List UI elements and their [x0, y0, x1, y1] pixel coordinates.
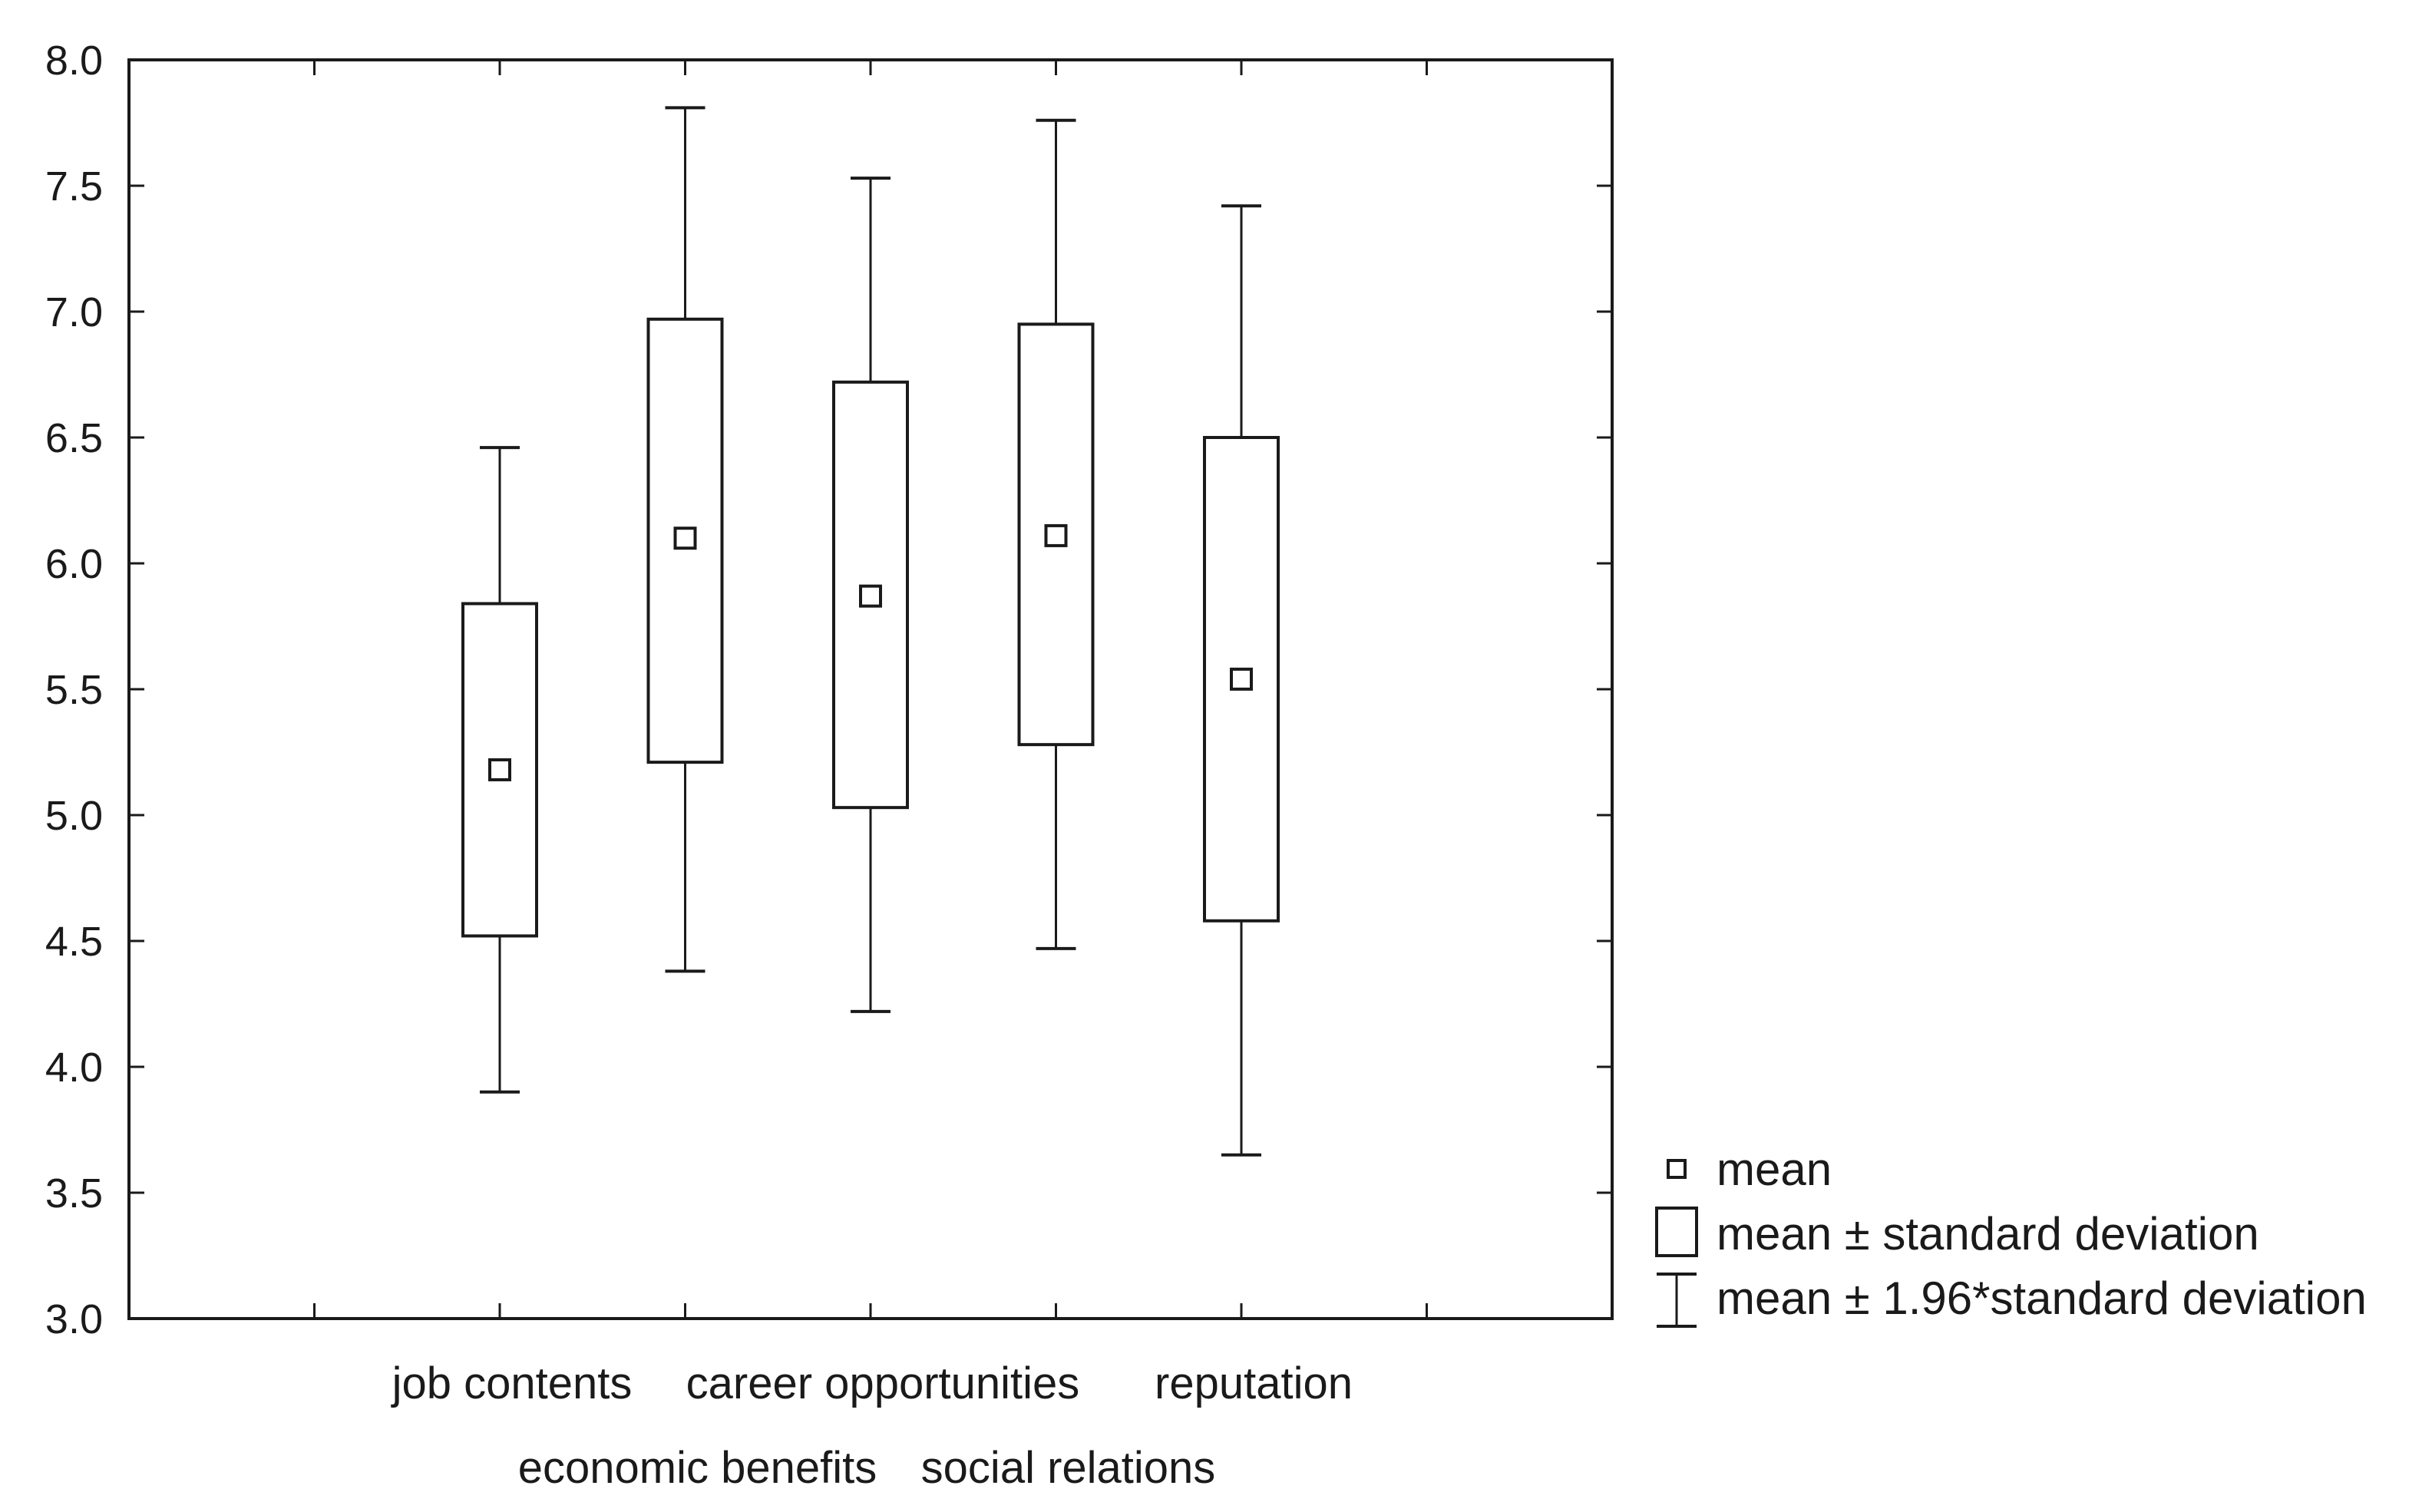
sd-box	[461, 602, 538, 938]
y-tick-label: 5.0	[45, 793, 103, 839]
mean-marker	[1044, 523, 1068, 547]
mean-marker	[673, 527, 697, 550]
legend-mean-label: mean	[1717, 1144, 1832, 1195]
y-tick-label: 7.0	[45, 289, 103, 335]
box-group	[461, 446, 538, 1094]
x-category-label: social relations	[921, 1443, 1216, 1493]
y-tick-label: 3.0	[45, 1296, 103, 1342]
x-category-label: job contents	[391, 1358, 633, 1408]
y-tick-label: 6.0	[45, 541, 103, 587]
x-category-label: economic benefits	[518, 1443, 877, 1493]
mean-marker	[859, 584, 882, 608]
legend-ci-label: mean ± 1.96*standard deviation	[1717, 1273, 2367, 1324]
legend-sd-label: mean ± standard deviation	[1717, 1208, 2259, 1259]
y-tick-label: 3.5	[45, 1170, 103, 1217]
x-axis: job contents economic benefits career oppo…	[313, 60, 1428, 1493]
y-tick-label: 5.5	[45, 667, 103, 713]
y-tick-label: 4.0	[45, 1045, 103, 1091]
x-category-label: reputation	[1155, 1358, 1353, 1408]
box-group	[1017, 118, 1095, 950]
y-axis: 3.0 3.5 4.0 4.5 5.0 5.5 6.0 6.5 7.0 7.5 8.0	[45, 38, 1612, 1342]
legend-mean-symbol	[1667, 1159, 1687, 1179]
box-group	[646, 106, 724, 973]
y-tick-label: 8.0	[45, 38, 103, 84]
y-tick-label: 4.5	[45, 919, 103, 965]
legend: mean mean ± standard deviation mean ± 1.96…	[1655, 1144, 2367, 1328]
x-category-label: career opportunities	[686, 1358, 1080, 1408]
box-group	[832, 177, 909, 1013]
y-tick-label: 7.5	[45, 163, 103, 210]
box-group	[1203, 204, 1280, 1157]
mean-marker	[1230, 667, 1253, 691]
mean-marker	[488, 758, 511, 781]
box-series	[461, 106, 1280, 1157]
y-tick-label: 6.5	[45, 415, 103, 461]
legend-box-symbol	[1655, 1207, 1698, 1257]
